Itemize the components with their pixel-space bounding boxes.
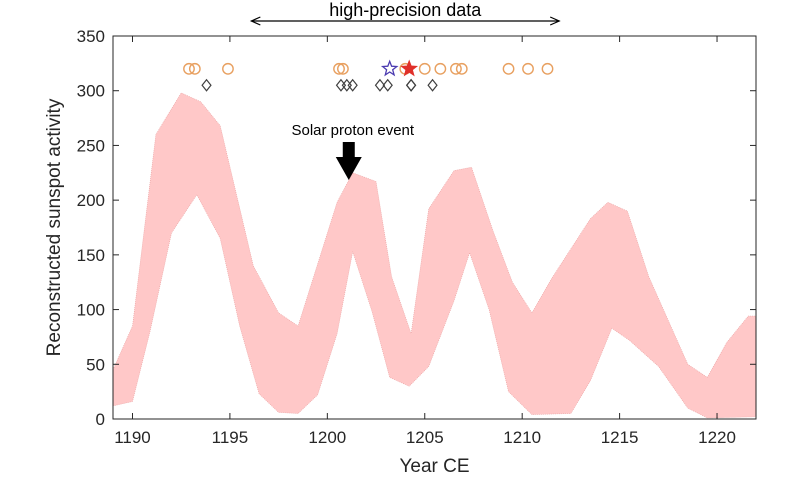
plot-frame — [112, 35, 757, 420]
diamond-marker — [427, 78, 438, 92]
x-tick-label: 1210 — [503, 428, 541, 447]
solar-proton-event-arrow — [335, 142, 362, 180]
circle-marker — [434, 62, 447, 75]
diamond-marker — [374, 78, 386, 92]
y-tick-label: 250 — [77, 136, 105, 155]
circle-marker — [222, 62, 234, 75]
solar-proton-event-annotation: Solar proton event — [291, 122, 415, 180]
tick-layer: 1190 1195 1200 1205 1210 1215 1220 0 50 100 150 200… — [77, 27, 756, 447]
data-band-layer — [112, 92, 757, 419]
diamond-marker — [347, 78, 358, 92]
diamond-marker — [341, 78, 352, 92]
star-marker — [380, 59, 399, 77]
high-precision-bracket: high-precision data — [249, 0, 561, 26]
star-marker — [400, 59, 419, 77]
diamond-marker — [405, 78, 417, 92]
circle-marker — [541, 62, 554, 75]
y-tick-label: 150 — [77, 246, 105, 265]
circle-marker — [333, 62, 345, 75]
x-tick-label: 1205 — [406, 428, 444, 447]
y-tick-label: 350 — [77, 27, 105, 46]
y-tick-label: 200 — [77, 191, 105, 210]
x-tick-label: 1200 — [308, 428, 346, 447]
x-axis-label: Year CE — [399, 456, 469, 477]
diamond-marker — [335, 78, 347, 92]
circle-marker — [418, 62, 431, 75]
circle-marker — [183, 62, 195, 75]
x-tick-label: 1195 — [212, 428, 249, 447]
circle-marker — [455, 62, 468, 75]
circle-marker — [337, 62, 349, 75]
diamond-marker — [201, 78, 212, 92]
bracket-left-arrowhead — [249, 16, 261, 26]
bracket-right-arrowhead — [549, 16, 561, 26]
y-tick-label: 100 — [77, 301, 105, 320]
circle-marker — [450, 62, 462, 75]
diamond-marker — [405, 78, 417, 92]
y-tick-label: 300 — [77, 82, 105, 101]
y-tick-label: 50 — [86, 355, 105, 374]
circle-marker — [502, 62, 515, 75]
high-precision-label: high-precision data — [329, 0, 482, 20]
solar-proton-event-label: Solar proton event — [291, 122, 414, 139]
x-tick-label: 1220 — [698, 428, 736, 447]
y-tick-label: 0 — [96, 410, 105, 429]
diamond-marker — [382, 78, 393, 92]
y-axis-label: Reconstructed sunspot activity — [44, 98, 65, 356]
circle-marker — [522, 62, 534, 75]
marker-layer — [183, 59, 554, 92]
circle-marker — [188, 62, 201, 75]
x-tick-label: 1215 — [601, 428, 639, 447]
sunspot-range-band — [112, 92, 757, 419]
x-tick-label: 1190 — [114, 428, 151, 447]
